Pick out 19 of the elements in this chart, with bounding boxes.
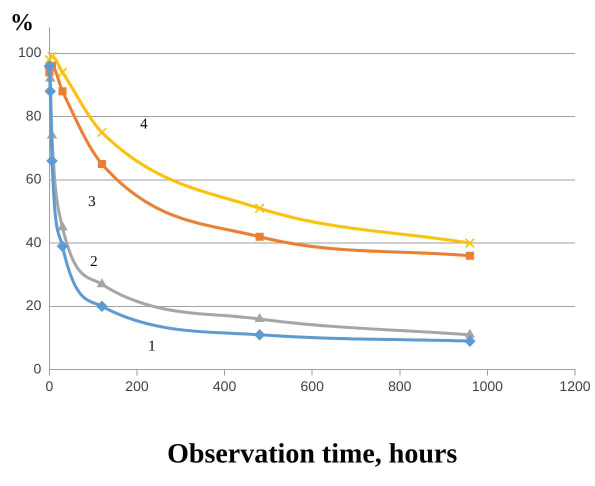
- x-tick-label: 0: [45, 378, 54, 394]
- x-tick-label: 1200: [559, 378, 591, 394]
- y-tick-label: 100: [18, 44, 42, 60]
- y-tick-label: 60: [26, 170, 42, 187]
- series-label: 3: [88, 194, 96, 210]
- x-tick-label: 1000: [472, 378, 504, 394]
- y-axis-title: %: [10, 10, 34, 36]
- x-tick-label: 200: [125, 378, 149, 394]
- series-label: 1: [148, 338, 156, 354]
- x-axis-title: Observation time, hours: [167, 438, 458, 470]
- series-label: 2: [90, 254, 98, 270]
- x-tick-label: 800: [388, 378, 412, 394]
- x-tick-label: 400: [212, 378, 236, 394]
- y-tick-label: 0: [34, 360, 42, 376]
- y-tick-label: 20: [26, 297, 42, 314]
- y-tick-label: 80: [26, 107, 42, 124]
- y-tick-label: 40: [26, 234, 42, 250]
- x-tick-label: 600: [300, 378, 324, 394]
- series-label: 4: [140, 116, 148, 132]
